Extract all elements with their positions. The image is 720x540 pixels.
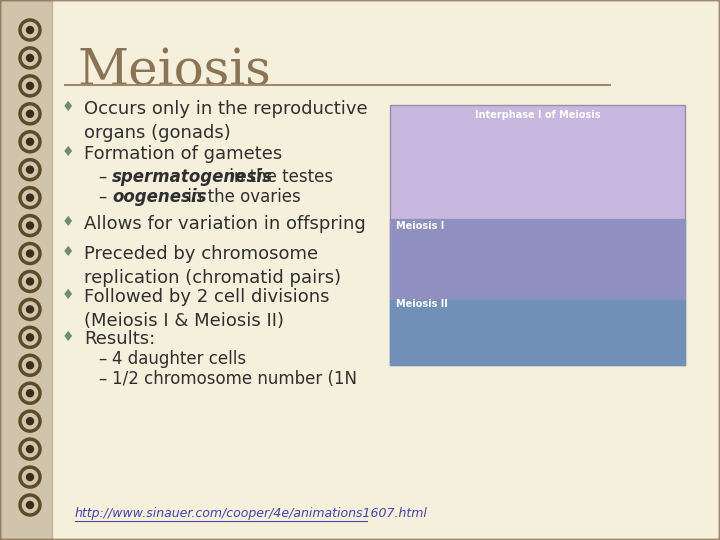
Text: oogenesis: oogenesis <box>112 188 207 206</box>
Circle shape <box>27 222 34 229</box>
Circle shape <box>27 166 34 173</box>
Text: –: – <box>98 370 107 388</box>
Text: Allows for variation in offspring: Allows for variation in offspring <box>84 215 366 233</box>
Text: Results:: Results: <box>84 330 156 348</box>
Text: ♦: ♦ <box>62 330 74 344</box>
Circle shape <box>27 390 34 397</box>
Text: Formation of gametes: Formation of gametes <box>84 145 282 163</box>
Text: –: – <box>98 168 107 186</box>
Bar <box>390 105 685 365</box>
Circle shape <box>27 278 34 285</box>
Circle shape <box>27 502 34 509</box>
Circle shape <box>27 446 34 453</box>
Text: spermatogenesis: spermatogenesis <box>112 168 273 186</box>
Circle shape <box>27 362 34 369</box>
Circle shape <box>27 306 34 313</box>
Text: Occurs only in the reproductive
organs (gonads): Occurs only in the reproductive organs (… <box>84 100 368 141</box>
Text: –: – <box>98 188 107 206</box>
Text: ♦: ♦ <box>62 215 74 229</box>
Text: ♦: ♦ <box>62 145 74 159</box>
Text: Meiosis I: Meiosis I <box>396 221 444 231</box>
Circle shape <box>27 250 34 257</box>
Text: Meiosis: Meiosis <box>78 47 272 97</box>
Text: http://www.sinauer.com/cooper/4e/animations1607.html: http://www.sinauer.com/cooper/4e/animati… <box>75 507 428 520</box>
Circle shape <box>27 55 34 62</box>
Text: –: – <box>98 350 107 368</box>
Text: Interphase I of Meiosis: Interphase I of Meiosis <box>474 110 600 120</box>
Bar <box>390 219 685 300</box>
Text: ♦: ♦ <box>62 288 74 302</box>
Text: Meiosis II: Meiosis II <box>396 299 448 309</box>
Text: in the testes: in the testes <box>224 168 333 186</box>
Text: ♦: ♦ <box>62 100 74 114</box>
Bar <box>0 0 52 540</box>
Circle shape <box>27 83 34 90</box>
Circle shape <box>27 26 34 33</box>
Circle shape <box>27 110 34 117</box>
Bar <box>390 300 685 365</box>
Circle shape <box>27 334 34 341</box>
Text: 4 daughter cells: 4 daughter cells <box>112 350 246 368</box>
Text: in the ovaries: in the ovaries <box>182 188 301 206</box>
Circle shape <box>27 194 34 201</box>
Circle shape <box>27 138 34 145</box>
Text: ♦: ♦ <box>62 245 74 259</box>
Circle shape <box>27 474 34 481</box>
Text: Preceded by chromosome
replication (chromatid pairs): Preceded by chromosome replication (chro… <box>84 245 341 287</box>
Text: Followed by 2 cell divisions
(Meiosis I & Meiosis II): Followed by 2 cell divisions (Meiosis I … <box>84 288 330 329</box>
Text: 1/2 chromosome number (1N: 1/2 chromosome number (1N <box>112 370 357 388</box>
Circle shape <box>27 417 34 424</box>
